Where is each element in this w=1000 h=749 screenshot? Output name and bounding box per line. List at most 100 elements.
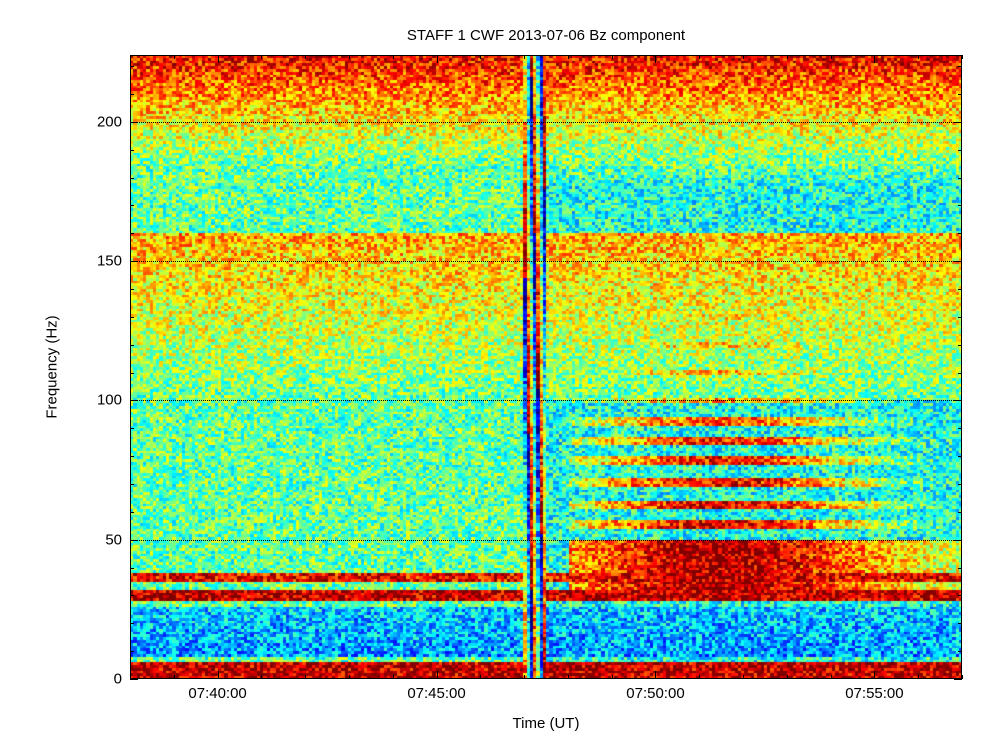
y-tick-minor xyxy=(130,317,134,318)
y-tick-label: 50 xyxy=(105,531,122,548)
y-axis-label: Frequency (Hz) xyxy=(44,315,61,418)
y-grid-line xyxy=(130,122,962,123)
y-tick-label: 0 xyxy=(114,671,122,688)
axis-bottom xyxy=(130,678,962,679)
y-tick-minor xyxy=(130,568,134,569)
y-tick-minor xyxy=(130,233,134,234)
y-tick-minor xyxy=(130,345,134,346)
y-tick-minor xyxy=(958,317,962,318)
y-tick-minor xyxy=(130,178,134,179)
x-tick-minor xyxy=(305,675,306,679)
x-tick-minor xyxy=(787,675,788,679)
y-tick-minor xyxy=(958,233,962,234)
y-tick-minor xyxy=(958,94,962,95)
y-tick-minor xyxy=(130,651,134,652)
y-tick-minor xyxy=(958,66,962,67)
x-tick-label: 07:45:00 xyxy=(407,685,465,702)
y-tick-minor xyxy=(958,205,962,206)
y-tick-label: 150 xyxy=(97,253,122,270)
y-tick-minor xyxy=(130,150,134,151)
y-tick-minor xyxy=(130,66,134,67)
y-tick-minor xyxy=(958,289,962,290)
x-tick-minor xyxy=(743,675,744,679)
x-tick-minor xyxy=(261,675,262,679)
x-tick-minor xyxy=(524,675,525,679)
y-tick-minor xyxy=(958,568,962,569)
y-grid-line xyxy=(130,540,962,541)
spectrogram-chart: STAFF 1 CWF 2013-07-06 Bz component 07:4… xyxy=(0,0,1000,749)
axis-right xyxy=(961,55,962,679)
x-tick-minor xyxy=(305,55,306,59)
x-tick-minor xyxy=(787,55,788,59)
y-tick-minor xyxy=(130,205,134,206)
x-tick-label: 07:55:00 xyxy=(845,685,903,702)
x-tick-label: 07:50:00 xyxy=(626,685,684,702)
x-tick-minor xyxy=(831,55,832,59)
y-tick-minor xyxy=(130,623,134,624)
y-tick-minor xyxy=(130,456,134,457)
x-tick-major xyxy=(437,671,438,679)
y-tick-minor xyxy=(130,289,134,290)
y-tick-minor xyxy=(958,428,962,429)
x-tick-minor xyxy=(918,55,919,59)
x-tick-major xyxy=(874,55,875,63)
y-tick-minor xyxy=(958,623,962,624)
x-tick-major xyxy=(218,55,219,63)
x-tick-minor xyxy=(962,675,963,679)
x-tick-minor xyxy=(174,55,175,59)
x-tick-minor xyxy=(962,55,963,59)
x-tick-label: 07:40:00 xyxy=(188,685,246,702)
x-tick-minor xyxy=(918,675,919,679)
x-tick-minor xyxy=(743,55,744,59)
plot-area xyxy=(130,55,962,679)
y-tick-label: 200 xyxy=(97,113,122,130)
x-tick-minor xyxy=(612,675,613,679)
y-tick-minor xyxy=(958,651,962,652)
y-tick-minor xyxy=(958,178,962,179)
axis-top xyxy=(130,55,962,56)
x-tick-minor xyxy=(699,675,700,679)
chart-title: STAFF 1 CWF 2013-07-06 Bz component xyxy=(407,27,685,44)
x-tick-major xyxy=(437,55,438,63)
x-tick-minor xyxy=(261,55,262,59)
y-tick-minor xyxy=(130,595,134,596)
y-tick-minor xyxy=(958,373,962,374)
x-tick-minor xyxy=(480,675,481,679)
y-tick-minor xyxy=(958,595,962,596)
y-tick-minor xyxy=(130,94,134,95)
y-tick-minor xyxy=(130,428,134,429)
x-tick-minor xyxy=(699,55,700,59)
x-tick-minor xyxy=(568,55,569,59)
x-tick-minor xyxy=(568,675,569,679)
x-tick-minor xyxy=(524,55,525,59)
axis-left xyxy=(130,55,131,679)
x-axis-label: Time (UT) xyxy=(513,715,580,732)
x-tick-major xyxy=(655,55,656,63)
y-tick-minor xyxy=(130,373,134,374)
x-tick-minor xyxy=(480,55,481,59)
x-tick-minor xyxy=(612,55,613,59)
y-tick-minor xyxy=(958,456,962,457)
x-tick-minor xyxy=(174,675,175,679)
spectrogram-canvas xyxy=(130,55,962,679)
y-tick-minor xyxy=(958,484,962,485)
y-tick-minor xyxy=(958,345,962,346)
y-tick-minor xyxy=(958,150,962,151)
x-tick-minor xyxy=(393,55,394,59)
y-tick-minor xyxy=(130,484,134,485)
y-grid-line xyxy=(130,400,962,401)
x-tick-major xyxy=(655,671,656,679)
y-tick-label: 100 xyxy=(97,392,122,409)
y-tick-minor xyxy=(958,512,962,513)
x-tick-minor xyxy=(130,55,131,59)
y-tick-major xyxy=(130,679,138,680)
x-tick-major xyxy=(874,671,875,679)
x-tick-minor xyxy=(349,675,350,679)
x-tick-minor xyxy=(831,675,832,679)
x-tick-minor xyxy=(349,55,350,59)
y-tick-minor xyxy=(130,512,134,513)
y-tick-major xyxy=(954,679,962,680)
x-tick-major xyxy=(218,671,219,679)
x-tick-minor xyxy=(393,675,394,679)
y-grid-line xyxy=(130,261,962,262)
